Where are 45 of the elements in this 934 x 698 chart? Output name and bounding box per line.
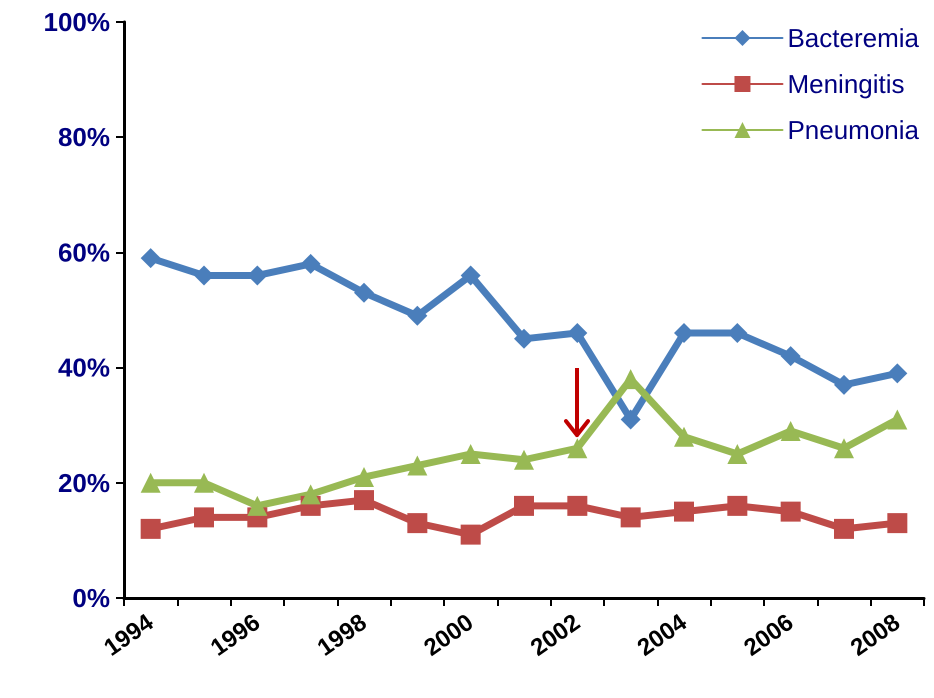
point	[887, 363, 908, 384]
point	[460, 444, 481, 464]
y-tick-label: 100%	[44, 7, 110, 37]
legend-label: Bacteremia	[787, 23, 920, 53]
point	[727, 496, 748, 516]
point	[834, 438, 854, 458]
point	[674, 502, 694, 522]
y-tick-label: 20%	[58, 468, 110, 498]
point	[780, 420, 801, 441]
point	[567, 496, 588, 516]
point	[887, 513, 908, 534]
point	[780, 502, 801, 522]
point	[354, 490, 374, 510]
point	[407, 513, 428, 534]
y-tick-label: 80%	[58, 122, 110, 152]
point	[834, 374, 854, 395]
point	[300, 484, 321, 504]
point	[407, 456, 428, 476]
y-tick-label: 40%	[58, 352, 110, 383]
point	[727, 444, 748, 464]
point	[354, 467, 374, 488]
point	[194, 472, 214, 493]
point	[354, 282, 374, 303]
y-tick-label: 0%	[72, 583, 110, 613]
point	[834, 518, 854, 539]
point	[300, 254, 321, 274]
point	[460, 265, 481, 286]
point	[620, 409, 641, 430]
y-tick-label: 60%	[58, 237, 110, 268]
point	[514, 450, 534, 470]
point	[514, 496, 534, 516]
point	[887, 409, 908, 430]
point	[674, 426, 694, 447]
point	[194, 507, 214, 528]
point	[140, 472, 161, 493]
point	[140, 518, 161, 539]
point	[567, 438, 588, 458]
point	[247, 496, 268, 516]
point	[460, 524, 481, 545]
point	[407, 306, 428, 326]
point	[780, 346, 801, 366]
point	[140, 248, 161, 268]
point	[620, 507, 641, 528]
legend-label: Pneumonia	[787, 115, 920, 145]
legend-label: Meningitis	[787, 69, 905, 99]
